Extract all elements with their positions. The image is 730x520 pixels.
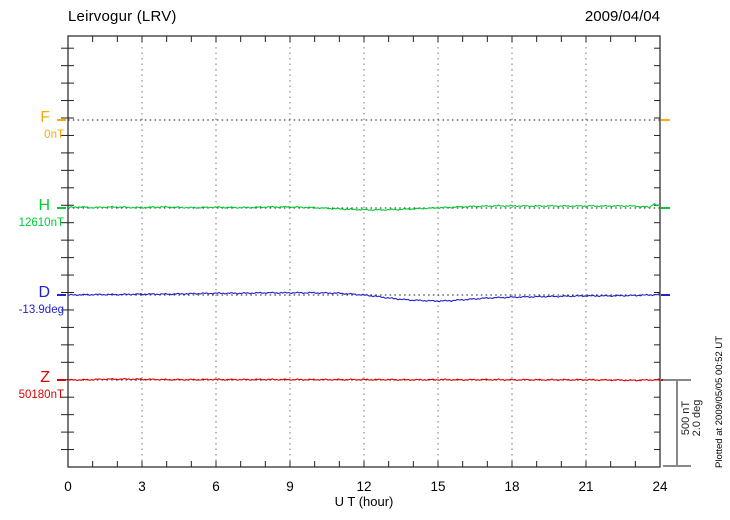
x-tick-label: 18	[504, 479, 519, 494]
scale-bar-label-nt: 500 nT	[680, 401, 692, 436]
x-tick-label: 12	[356, 479, 371, 494]
x-tick-label: 15	[430, 479, 445, 494]
component-label-F: F	[40, 109, 50, 126]
trace-Z	[67, 377, 661, 382]
component-value-F: 0nT	[44, 129, 64, 141]
plot-date: 2009/04/04	[584, 8, 660, 25]
scale-bar-label-deg: 2.0 deg	[691, 400, 703, 437]
component-value-Z: 50180nT	[19, 389, 64, 401]
component-label-Z: Z	[40, 369, 50, 386]
x-tick-label: 6	[212, 479, 220, 494]
trace-D	[67, 291, 661, 303]
trace-H	[68, 203, 661, 212]
x-tick-label: 9	[286, 479, 294, 494]
component-label-H: H	[38, 197, 50, 214]
x-tick-label: 0	[64, 479, 72, 494]
component-value-D: -13.9deg	[19, 304, 64, 316]
component-label-D: D	[38, 284, 50, 301]
station-title: Leirvogur (LRV)	[68, 8, 177, 25]
component-value-H: 12610nT	[19, 217, 64, 229]
x-axis-label: U T (hour)	[335, 494, 394, 509]
x-tick-label: 3	[138, 479, 146, 494]
x-tick-label: 24	[652, 479, 668, 494]
x-tick-label: 21	[578, 479, 593, 494]
plotted-at-note: Plotted at 2009/05/05 00:52 UT	[714, 336, 725, 468]
